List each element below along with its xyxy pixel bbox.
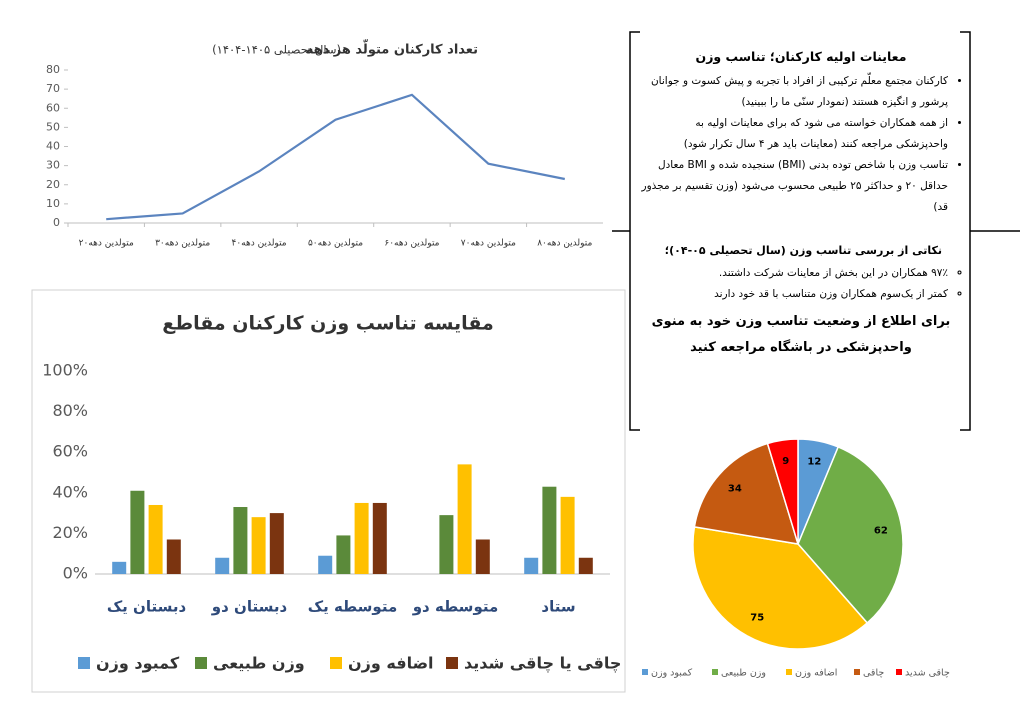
bullet: تناسب وزن با شاخص توده بدنی (BMI) سنجیده…: [640, 155, 948, 218]
bar: [372, 502, 387, 574]
legend-swatch: [446, 657, 458, 669]
y-tick-label: 30: [46, 159, 60, 172]
bar: [130, 490, 145, 574]
bar: [233, 507, 248, 574]
bar: [354, 502, 369, 574]
finding: کمتر از یک‌سوم همکاران وزن متناسب با قد …: [640, 284, 948, 305]
x-tick-label: متوسطه دو: [412, 598, 499, 616]
y-tick-label: 20: [46, 178, 60, 191]
x-tick-label: متوسطه یک: [308, 598, 398, 616]
data-label: 34: [728, 484, 742, 495]
bar: [578, 557, 593, 574]
left-bracket: [629, 31, 640, 431]
chart-title: مقایسه تناسب وزن کارکنان مقاطع: [162, 313, 494, 335]
x-tick-label: ستاد: [541, 598, 575, 616]
y-tick-label: 50: [46, 120, 60, 133]
y-tick-label: 60%: [52, 442, 88, 461]
legend-swatch: [195, 657, 207, 669]
bar: [148, 504, 163, 574]
bar: [318, 555, 333, 574]
bar: [524, 557, 539, 574]
legend-swatch: [854, 669, 860, 675]
notes-title: معاینات اولیه کارکنان؛ تناسب وزن: [695, 49, 907, 64]
bar: [215, 557, 230, 574]
legend-label: چاقی یا چاقی شدید: [464, 654, 621, 674]
bar: [336, 535, 351, 574]
note-brackets: [612, 31, 1020, 431]
pie-slice: [797, 446, 904, 625]
y-tick-label: 0%: [63, 564, 88, 583]
data-label: 62: [874, 525, 888, 536]
legend-label: کمبود وزن: [96, 654, 180, 673]
y-tick-label: 10: [46, 197, 60, 210]
bullet: کارکنان مجتمع معلّم ترکیبی از افراد با ت…: [640, 71, 948, 113]
legend-label: وزن طبیعی: [721, 668, 766, 679]
legend-label: وزن طبیعی: [213, 654, 305, 673]
bar: [457, 464, 472, 574]
bar-chart-frame: [31, 289, 626, 693]
x-tick-label: دبستان دو: [211, 598, 288, 616]
legend-swatch: [712, 669, 718, 675]
data-label: 12: [807, 457, 821, 468]
legend-swatch: [330, 657, 342, 669]
legend-label: کمبود وزن: [651, 668, 693, 679]
pie-slice: [766, 438, 799, 545]
legend-swatch: [786, 669, 792, 675]
bar: [542, 486, 557, 574]
bar: [560, 496, 575, 574]
legend-label: چاقی شدید: [905, 668, 950, 679]
bullet: از همه همکاران خواسته می شود که برای معا…: [640, 113, 948, 155]
y-tick-label: 80: [46, 63, 60, 76]
y-tick-label: 0: [53, 216, 60, 229]
legend-swatch: [642, 669, 648, 675]
x-tick-label: متولدین دهه۵۰: [308, 239, 363, 249]
pie-slice: [693, 442, 800, 545]
legend-label: اضافه وزن: [348, 654, 434, 673]
x-tick-label: متولدین دهه۴۰: [232, 239, 287, 249]
legend-label: اضافه وزن: [795, 668, 837, 679]
x-tick-label: متولدین دهه۳۰: [155, 239, 210, 249]
bar: [166, 539, 181, 574]
x-tick-label: متولدین دهه۲۰: [79, 239, 134, 249]
y-tick-label: 60: [46, 101, 60, 114]
bullet-list: کارکنان مجتمع معلّم ترکیبی از افراد با ت…: [640, 71, 962, 218]
findings-list: ۹۷٪ همکاران در این بخش از معاینات شرکت د…: [640, 263, 962, 305]
chart-subtitle: (سال تحصیلی ۱۴۰۵-۱۴۰۴): [212, 43, 341, 57]
pie-slice: [692, 526, 869, 650]
chart-title: تعداد کارکنان متولّد هر دهه: [306, 39, 478, 58]
y-tick-label: 70: [46, 82, 60, 95]
x-tick-label: متولدین دهه۶۰: [384, 239, 439, 249]
line-series: [106, 93, 566, 221]
x-tick-label: متولدین دهه۸۰: [537, 239, 592, 249]
legend-label: چاقی: [863, 668, 884, 679]
call-to-action: برای اطلاع از وضعیت تناسب وزن خود به منو…: [651, 314, 951, 355]
y-tick-label: 80%: [52, 401, 88, 420]
bar: [251, 517, 266, 574]
bar: [269, 513, 284, 574]
finding: ۹۷٪ همکاران در این بخش از معاینات شرکت د…: [640, 263, 948, 284]
bar: [112, 561, 127, 574]
data-label: 9: [782, 456, 789, 467]
bar: [475, 539, 490, 574]
x-tick-label: دبستان یک: [107, 598, 187, 616]
y-tick-label: 20%: [52, 523, 88, 542]
y-tick-label: 40: [46, 140, 60, 153]
data-label: 75: [750, 612, 764, 623]
y-tick-label: 100%: [42, 361, 88, 380]
bar: [439, 515, 454, 574]
legend-swatch: [896, 669, 902, 675]
y-tick-label: 40%: [52, 482, 88, 501]
findings-title: نکاتی از بررسی تناسب وزن (سال تحصیلی ۰۵-…: [664, 244, 942, 257]
legend-swatch: [78, 657, 90, 669]
x-tick-label: متولدین دهه۷۰: [461, 239, 516, 249]
notes-box: معاینات اولیه کارکنان؛ تناسب وزن کارکنان…: [640, 40, 962, 361]
